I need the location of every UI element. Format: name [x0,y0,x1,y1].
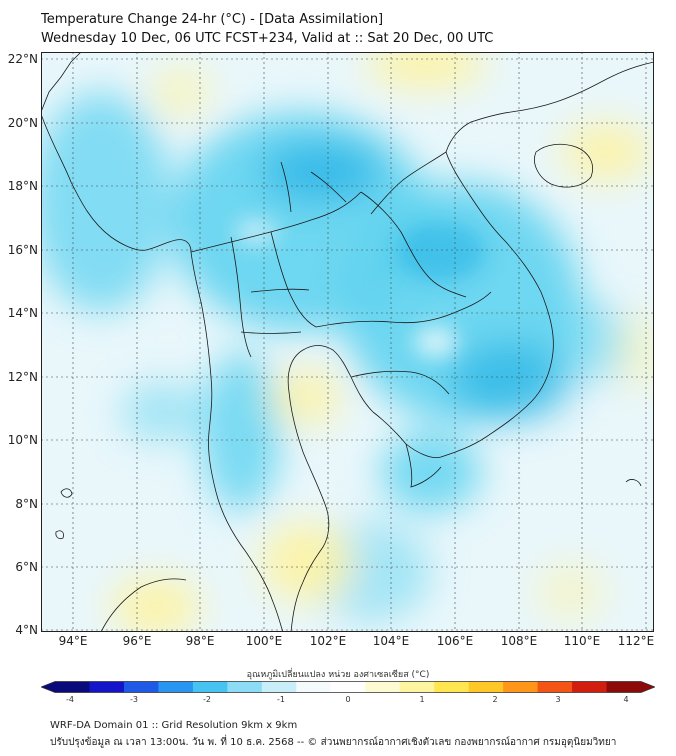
colorbar-cell [123,681,159,693]
colorbar-extend-high [641,681,655,693]
colorbar-cell [89,681,125,693]
lon-label-96e: 96°E [122,634,152,648]
colorbar [41,681,655,693]
lat-label-8n: 8°N [15,497,38,511]
map-panel[interactable] [41,52,654,632]
colorbar-tick: 4 [623,695,629,704]
colorbar-tick: 2 [492,695,498,704]
lat-label-16n: 16°N [7,243,38,257]
colorbar-cell [572,681,607,693]
colorbar-tick: -3 [130,695,138,704]
lon-label-100e: 100°E [245,634,283,648]
colorbar-cell [192,681,228,693]
colorbar-cell [606,681,642,693]
lat-label-18n: 18°N [7,179,38,193]
map-border [41,52,654,632]
colorbar-cell [55,681,90,693]
lat-label-14n: 14°N [7,306,38,320]
colorbar-cell [227,681,263,693]
lon-label-110e: 110°E [563,634,601,648]
colorbar-cell [296,681,332,693]
lon-label-112e: 112°E [617,634,655,648]
colorbar-cell [365,681,401,693]
lat-label-12n: 12°N [7,370,38,384]
colorbar-cell [503,681,538,693]
colorbar-cell [399,681,435,693]
colorbar-title: อุณหภูมิเปลี่ยนแปลง หน่วย องศาเซลเซียส (… [246,670,430,680]
grid-lines [41,52,654,632]
lon-label-94e: 94°E [58,634,88,648]
lon-label-104e: 104°E [372,634,410,648]
colorbar-extend-low [41,681,55,693]
colorbar-tick: 1 [419,695,425,704]
colorbar-cell [158,681,194,693]
map-subtitle: Wednesday 10 Dec, 06 UTC FCST+234, Valid… [41,31,494,46]
colorbar-cell [261,681,297,693]
lat-label-10n: 10°N [7,433,38,447]
lat-label-4n: 4°N [15,623,38,637]
colorbar-tick: 3 [555,695,561,704]
colorbar-tick: -2 [203,695,211,704]
lat-label-6n: 6°N [15,560,38,574]
colorbar-cell [537,681,573,693]
lon-label-108e: 108°E [500,634,538,648]
lon-label-102e: 102°E [309,634,347,648]
footer-credit: ปรับปรุงข้อมูล ณ เวลา 13:00น. วัน พ. ที่… [50,737,617,748]
footer-model-info: WRF-DA Domain 01 :: Grid Resolution 9km … [50,720,298,731]
colorbar-tick: -1 [277,695,285,704]
colorbar-tick: 0 [345,695,351,704]
lat-label-22n: 22°N [7,52,38,66]
lon-label-98e: 98°E [185,634,215,648]
map-title: Temperature Change 24-hr (°C) - [Data As… [41,12,384,27]
colorbar-cell [468,681,504,693]
lon-label-106e: 106°E [436,634,474,648]
lat-label-20n: 20°N [7,116,38,130]
colorbar-cell [434,681,470,693]
colorbar-cell [330,681,366,693]
colorbar-tick: -4 [66,695,74,704]
coastline-borders [41,52,654,632]
temperature-detail [234,218,486,358]
